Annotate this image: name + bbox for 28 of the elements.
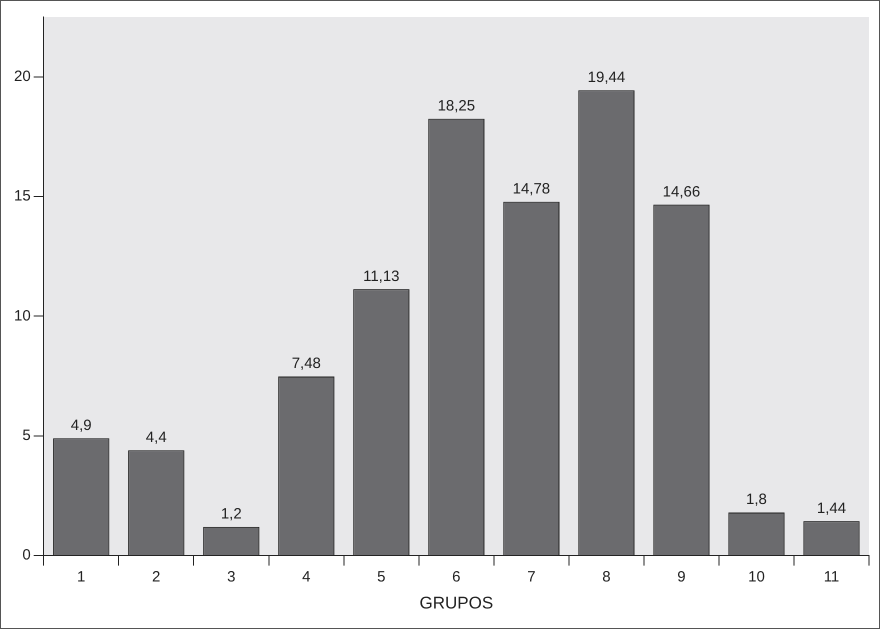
y-tick-label: 15 [14,188,31,205]
x-tick-label: 3 [227,568,236,586]
y-tick-label: 10 [14,307,31,324]
x-tick-label: 1 [77,568,86,586]
data-label: 19,44 [588,68,626,86]
data-label: 4,4 [146,428,167,446]
x-tick-label: 11 [824,568,840,586]
data-label: 14,78 [512,180,550,198]
data-label: 18,25 [438,97,476,114]
data-label: 1,44 [816,500,846,517]
y-tick-label: 20 [14,68,31,85]
x-tick-label: 7 [527,568,536,586]
x-tick-label: 10 [748,568,765,586]
x-tick-label: 4 [302,568,310,586]
x-axis-title: GRUPOS [420,593,494,612]
y-tick-label: 5 [22,427,31,444]
x-tick-label: 5 [377,568,386,586]
data-label: 11,13 [363,268,400,285]
x-tick-label: 2 [152,568,160,586]
data-label: 14,66 [662,183,700,200]
data-label: 7,48 [292,355,321,372]
y-tick-label: 0 [22,546,31,564]
x-tick-label: 9 [677,568,686,586]
x-tick-label: 6 [452,568,461,586]
data-label: 1,2 [220,506,242,523]
data-label: 4,9 [70,416,92,434]
x-tick-label: 8 [602,568,611,586]
data-label: 1,8 [746,491,767,508]
